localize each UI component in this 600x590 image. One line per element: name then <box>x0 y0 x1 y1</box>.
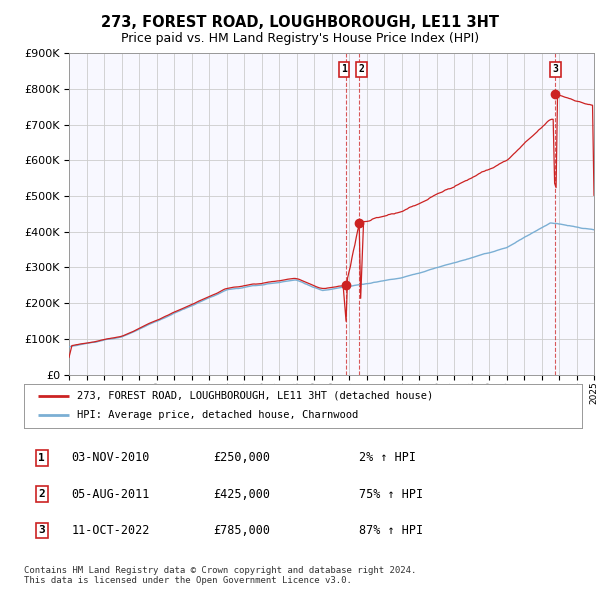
Text: 03-NOV-2010: 03-NOV-2010 <box>71 451 150 464</box>
Text: £250,000: £250,000 <box>214 451 271 464</box>
Text: 273, FOREST ROAD, LOUGHBOROUGH, LE11 3HT (detached house): 273, FOREST ROAD, LOUGHBOROUGH, LE11 3HT… <box>77 391 433 401</box>
Text: HPI: Average price, detached house, Charnwood: HPI: Average price, detached house, Char… <box>77 411 358 420</box>
Text: 1: 1 <box>341 64 347 74</box>
Text: £425,000: £425,000 <box>214 487 271 501</box>
Text: 3: 3 <box>552 64 558 74</box>
Text: Price paid vs. HM Land Registry's House Price Index (HPI): Price paid vs. HM Land Registry's House … <box>121 32 479 45</box>
Text: 3: 3 <box>38 526 45 535</box>
Text: 2: 2 <box>38 489 45 499</box>
Text: 11-OCT-2022: 11-OCT-2022 <box>71 524 150 537</box>
Text: 2: 2 <box>358 64 364 74</box>
Text: Contains HM Land Registry data © Crown copyright and database right 2024.
This d: Contains HM Land Registry data © Crown c… <box>24 566 416 585</box>
Text: 1: 1 <box>38 453 45 463</box>
Text: £785,000: £785,000 <box>214 524 271 537</box>
Text: 87% ↑ HPI: 87% ↑ HPI <box>359 524 423 537</box>
Text: 273, FOREST ROAD, LOUGHBOROUGH, LE11 3HT: 273, FOREST ROAD, LOUGHBOROUGH, LE11 3HT <box>101 15 499 30</box>
Text: 05-AUG-2011: 05-AUG-2011 <box>71 487 150 501</box>
Text: 75% ↑ HPI: 75% ↑ HPI <box>359 487 423 501</box>
Text: 2% ↑ HPI: 2% ↑ HPI <box>359 451 416 464</box>
